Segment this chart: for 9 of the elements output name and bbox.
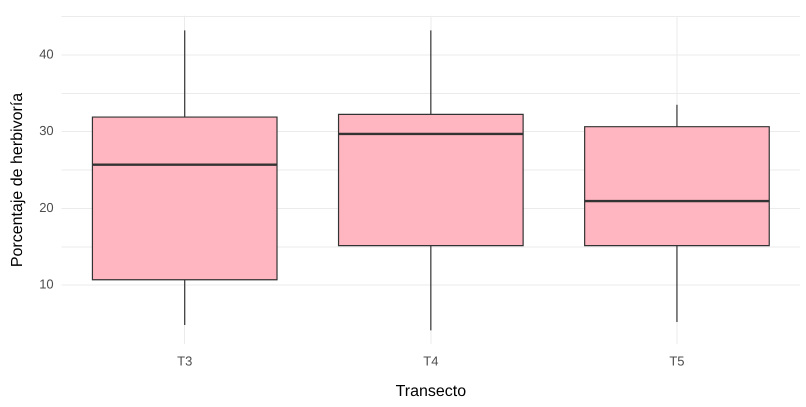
y-tick-label: 40 [39,46,54,62]
y-axis-title: Porcentaje de herbivoría [9,92,26,268]
x-tick-label: T3 [177,354,192,369]
x-tick-label: T4 [423,354,438,369]
x-tick-label: T5 [669,354,685,369]
y-tick-label: 20 [39,200,54,215]
y-tick-label: 10 [39,276,54,292]
y-tick-label: 30 [39,123,54,138]
x-axis-title: Transecto [396,382,466,400]
